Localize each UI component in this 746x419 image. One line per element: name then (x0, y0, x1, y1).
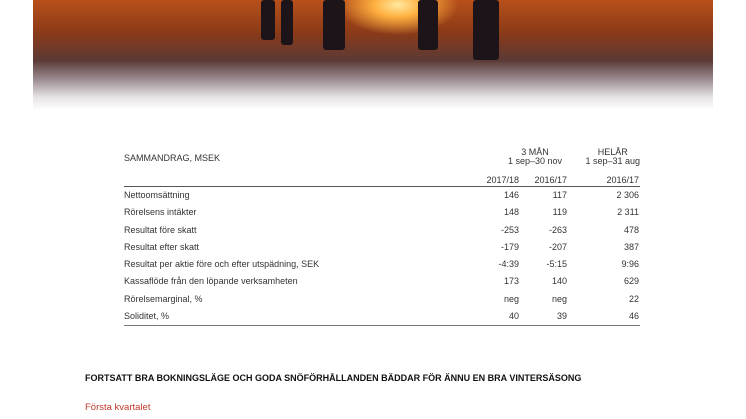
group-helar-label: HELÅR (597, 147, 628, 157)
skier-silhouette (418, 0, 438, 50)
group-3man-period: 1 sep–30 nov (507, 156, 562, 166)
row-value: 146 (503, 190, 519, 200)
hero-image-skiers-sunset (33, 0, 713, 110)
table-row: Soliditet, % 40 39 46 (124, 308, 640, 325)
table-row: Rörelsemarginal, % neg neg 22 (124, 291, 640, 308)
row-value: neg (503, 293, 519, 304)
table-bottom-rule (124, 325, 640, 327)
section-heading: FORTSATT BRA BOKNINGSLÄGE OCH GODA SNÖFÖ… (85, 373, 582, 383)
row-value: -253 (500, 224, 519, 235)
summary-table: SAMMANDRAG, MSEK 3 MÅN 1 sep–30 nov HELÅ… (124, 146, 640, 327)
row-label: Resultat efter skatt (124, 241, 200, 252)
table-title: SAMMANDRAG, MSEK (124, 153, 221, 163)
row-label: Rörelsens intäkter (124, 207, 197, 218)
row-value: 148 (503, 207, 519, 218)
skier-silhouette (261, 0, 275, 40)
row-value: 173 (503, 276, 519, 287)
skier-silhouette (323, 0, 345, 50)
group-helar-period: 1 sep–31 aug (585, 156, 640, 166)
table-row: Resultat före skatt -253 -263 478 (124, 222, 640, 239)
row-label: Soliditet, % (124, 311, 170, 322)
table-row: Resultat per aktie före och efter utspäd… (124, 256, 640, 273)
table-row: Rörelsens intäkter 148 119 2 311 (124, 204, 640, 221)
skier-silhouette (281, 0, 293, 45)
row-value: -263 (548, 224, 567, 235)
table-row: Resultat efter skatt -179 -207 387 (124, 239, 640, 256)
col-header: 2017/18 (486, 175, 519, 185)
row-label: Kassaflöde från den löpande verksamheten (124, 276, 298, 287)
row-value: 9:96 (621, 259, 639, 270)
row-value: 2 311 (617, 207, 639, 218)
table-row: Kassaflöde från den löpande verksamheten… (124, 273, 640, 290)
row-value: 387 (623, 241, 639, 252)
section-subheading: Första kvartalet (85, 402, 151, 413)
skier-silhouette (473, 0, 499, 60)
row-value: 478 (623, 224, 639, 235)
row-value: -179 (500, 241, 519, 252)
row-label: Resultat före skatt (124, 224, 197, 235)
row-value: 119 (552, 207, 567, 218)
row-value: -5:15 (546, 259, 567, 270)
row-label: Resultat per aktie före och efter utspäd… (124, 259, 320, 270)
row-value: 40 (508, 311, 519, 322)
row-value: 117 (552, 190, 567, 200)
group-3man-label: 3 MÅN (521, 147, 549, 157)
row-value: -4:39 (498, 259, 519, 270)
row-value: 46 (628, 311, 639, 322)
row-label: Nettoomsättning (124, 190, 190, 200)
table-header: SAMMANDRAG, MSEK 3 MÅN 1 sep–30 nov HELÅ… (124, 146, 640, 187)
row-value: 140 (551, 276, 567, 287)
row-value: 39 (556, 311, 567, 322)
table-row: Nettoomsättning 146 117 2 306 (124, 187, 640, 204)
row-label: Rörelsemarginal, % (124, 293, 203, 304)
row-value: 629 (623, 276, 639, 287)
col-header: 2016/17 (534, 175, 567, 185)
row-value: 2 306 (616, 190, 639, 200)
col-header: 2016/17 (606, 175, 639, 185)
row-value: -207 (548, 241, 567, 252)
row-value: 22 (628, 293, 639, 304)
row-value: neg (551, 293, 567, 304)
